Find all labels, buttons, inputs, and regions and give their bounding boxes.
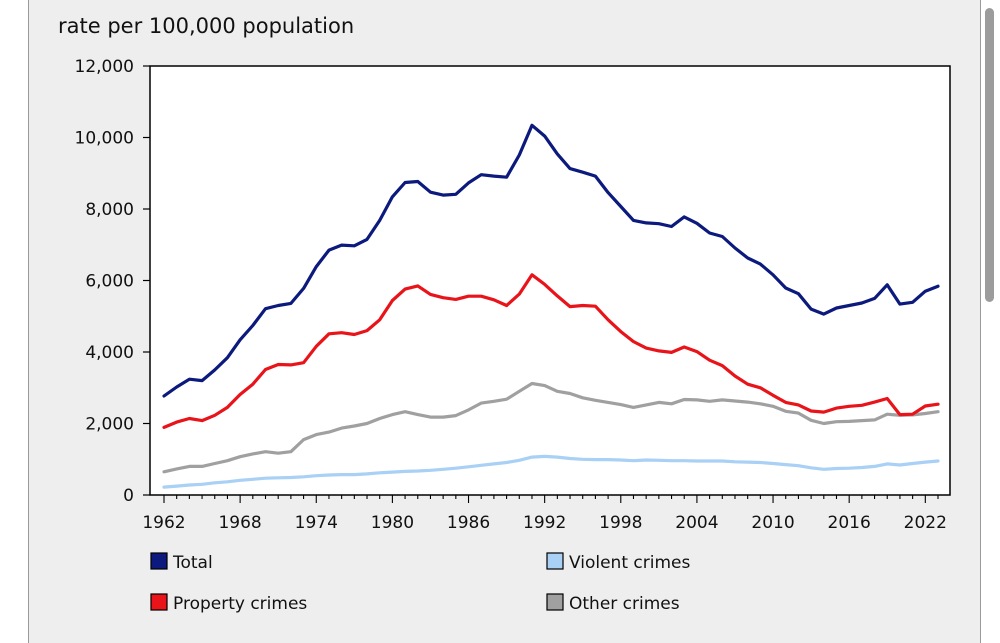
x-axis: 1962 1968 1974 1980 1986 1992 1998 2004 2010 2016… — [142, 495, 947, 533]
legend-label-other-crimes: Other crimes — [569, 594, 680, 614]
x-tick-label: 1968 — [218, 513, 261, 533]
x-tick-label: 2022 — [904, 513, 947, 533]
unit-label: rate per 100,000 population — [58, 14, 354, 38]
y-axis: 0 2,000 4,000 6,000 8,000 10,000 12,000 — [75, 57, 150, 506]
series-line-property-crimes — [162, 273, 940, 429]
x-tick-label: 2010 — [751, 513, 794, 533]
y-tick-label: 4,000 — [85, 343, 134, 363]
y-tick-label: 10,000 — [75, 129, 134, 149]
scrollbar-thumb[interactable] — [985, 8, 994, 302]
series-line-other-crimes — [162, 381, 940, 474]
legend-label-property-crimes: Property crimes — [173, 594, 307, 614]
y-tick-label: 8,000 — [85, 200, 134, 220]
legend: Total Violent crimes Property crimes Other … — [150, 552, 690, 614]
legend-swatch-property-crimes — [150, 593, 168, 611]
legend-label-violent-crimes: Violent crimes — [569, 553, 690, 573]
legend-swatch-total — [150, 552, 168, 570]
vertical-scrollbar[interactable] — [981, 0, 1000, 643]
x-tick-label: 1962 — [142, 513, 185, 533]
x-tick-label: 1974 — [295, 513, 338, 533]
x-tick-label: 1986 — [447, 513, 490, 533]
series-line-violent-crimes — [162, 454, 940, 489]
x-tick-label: 1980 — [371, 513, 414, 533]
x-tick-label: 1992 — [523, 513, 566, 533]
legend-swatch-violent-crimes — [546, 552, 564, 570]
x-tick-label: 2004 — [675, 513, 718, 533]
y-tick-label: 2,000 — [85, 415, 134, 435]
plot-area — [149, 65, 951, 496]
x-tick-label: 1998 — [599, 513, 642, 533]
legend-label-total: Total — [172, 553, 213, 573]
x-tick-label: 2016 — [828, 513, 871, 533]
legend-swatch-other-crimes — [546, 593, 564, 611]
y-tick-label: 0 — [123, 486, 134, 506]
series-lines — [162, 123, 940, 489]
series-line-total — [162, 123, 940, 398]
y-tick-label: 12,000 — [75, 57, 134, 77]
y-tick-label: 6,000 — [85, 272, 134, 292]
